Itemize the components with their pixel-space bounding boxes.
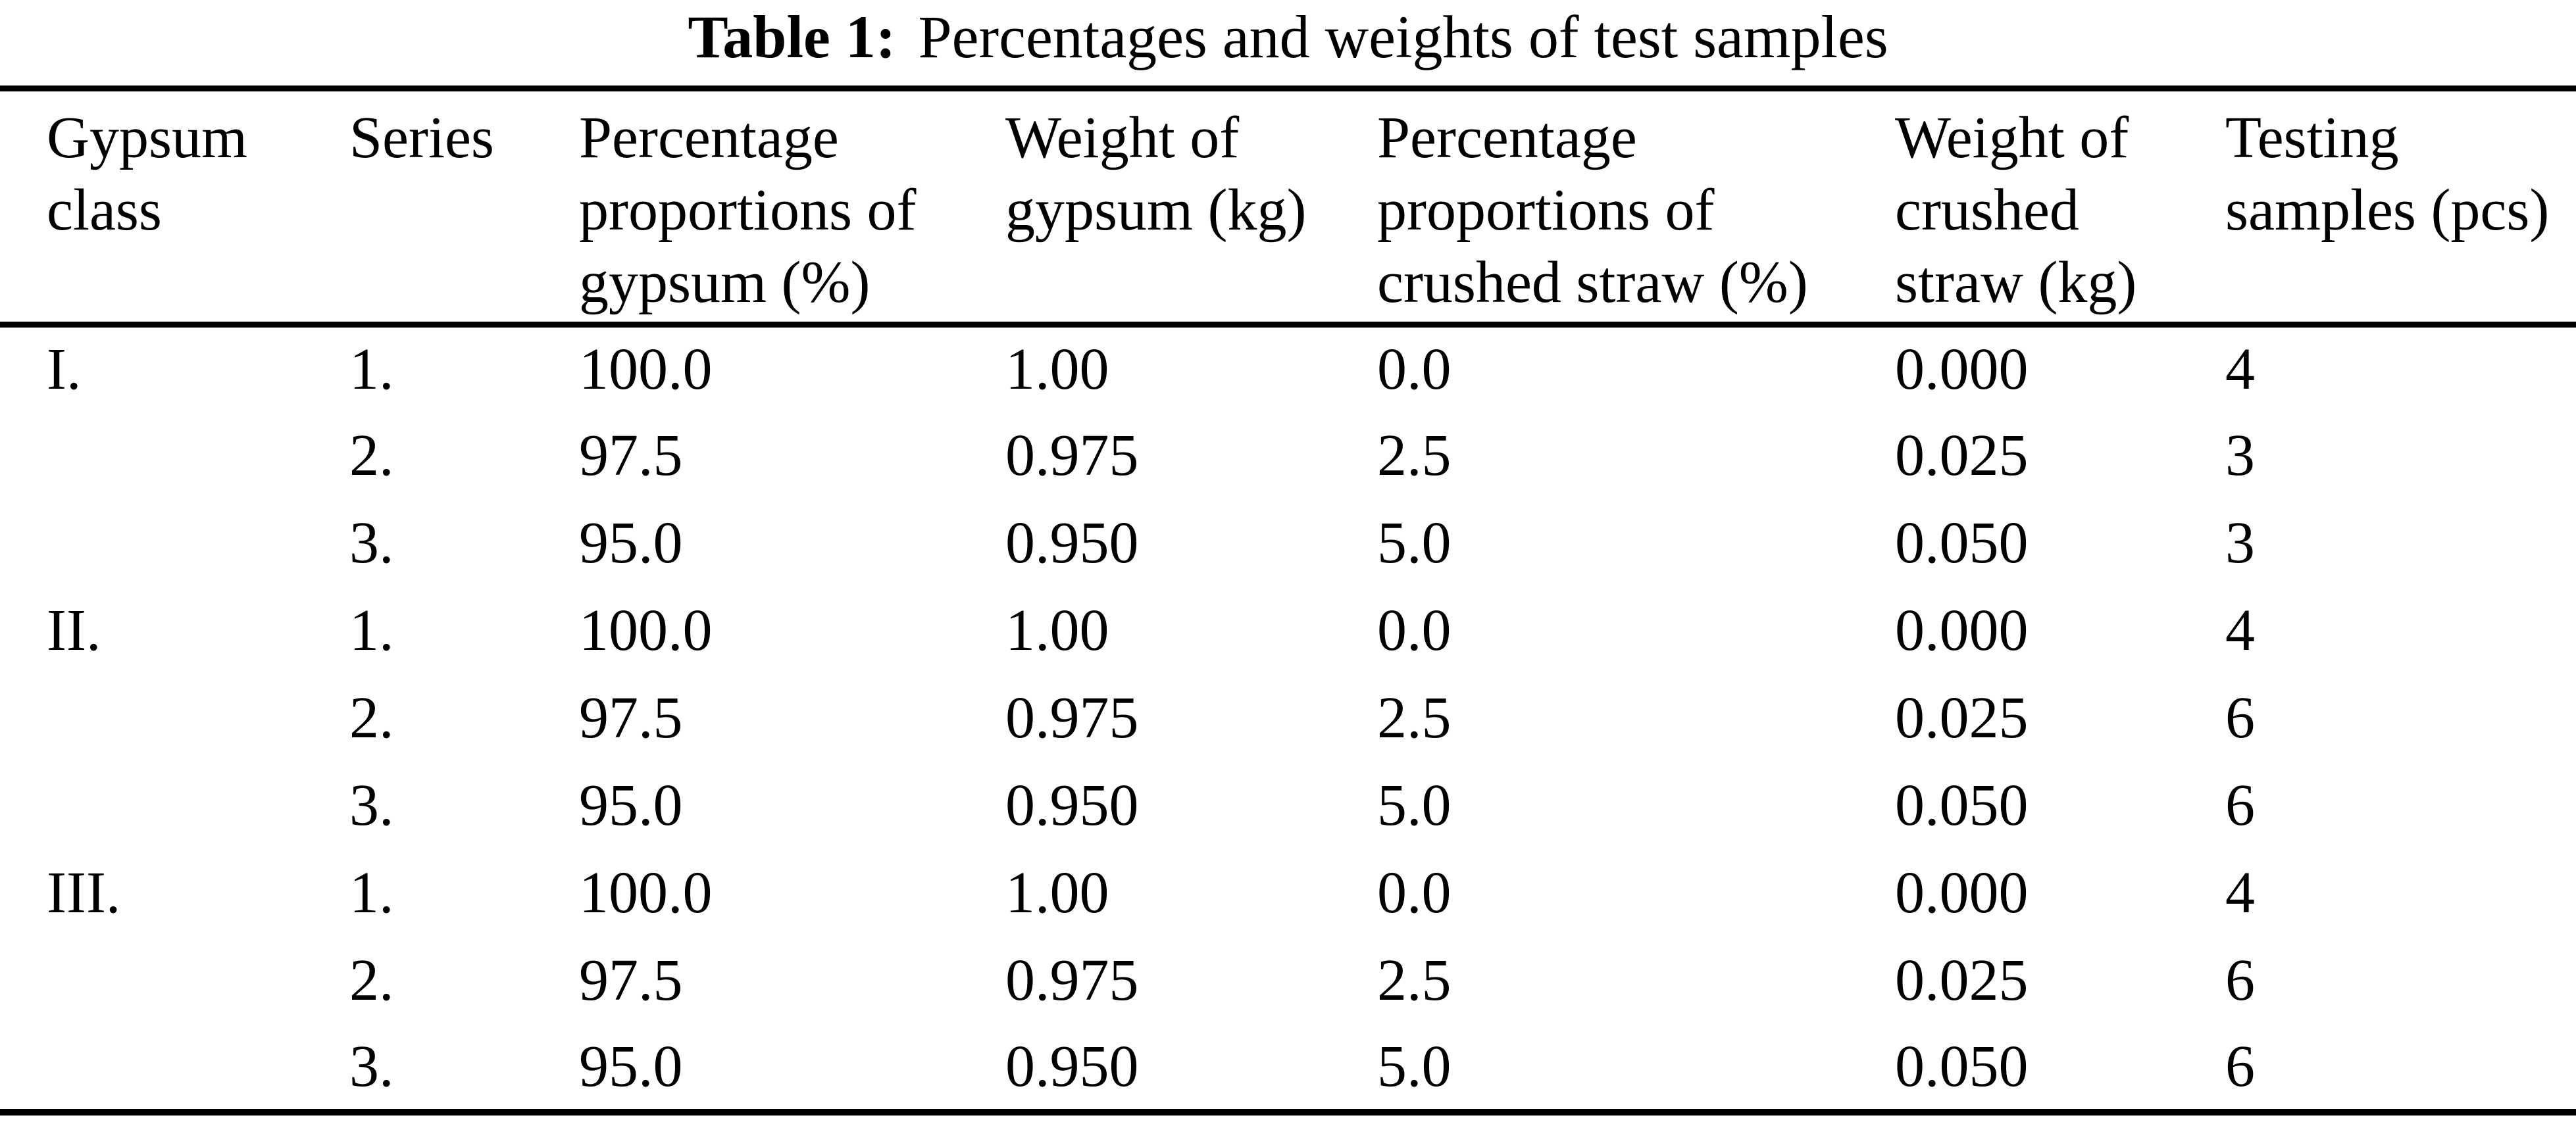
table-cell: 4 (2225, 337, 2255, 403)
table-cell (0, 500, 349, 587)
table-cell: 5.0 (1377, 1033, 1452, 1099)
header-row: Gypsum class Series Percentage proportio… (0, 89, 2576, 325)
table-row: I. 1. 100.0 1.00 0.0 0.000 4 (0, 325, 2576, 412)
table-cell: 0.975 (1005, 685, 1139, 750)
table-cell (0, 675, 349, 762)
table-cell: 0.000 (1895, 598, 2029, 663)
table-cell: 1. (349, 860, 394, 925)
table-cell (0, 1025, 349, 1112)
table-cell: 97.5 (579, 423, 683, 488)
table-cell: 1. (349, 598, 394, 663)
table-cell: 0.950 (1005, 773, 1139, 838)
table-cell: 6 (2225, 685, 2255, 750)
table-cell: 6 (2225, 1033, 2255, 1099)
table-cell: 2. (349, 685, 394, 750)
table-cell: 0.0 (1377, 337, 1452, 403)
table-cell: II. (47, 598, 101, 663)
table-cell: 2. (349, 423, 394, 488)
table-cell: 0.025 (1895, 685, 2029, 750)
table-cell: 95.0 (579, 773, 683, 838)
table-cell: 1. (349, 337, 394, 403)
table-cell: 100.0 (579, 598, 713, 663)
table-cell: 95.0 (579, 510, 683, 576)
column-header-pct-straw: Percentage proportions of crushed straw … (1377, 105, 1808, 315)
table-cell: 0.0 (1377, 598, 1452, 663)
table-cell: 0.950 (1005, 1033, 1139, 1099)
table-cell: 0.000 (1895, 337, 2029, 403)
table-cell: 2.5 (1377, 948, 1452, 1013)
table-cell: 5.0 (1377, 773, 1452, 838)
table-cell (0, 412, 349, 500)
column-header-gypsum-class: Gypsum class (47, 105, 248, 243)
table-cell: 3. (349, 510, 394, 576)
table-row: 3. 95.0 0.950 5.0 0.050 6 (0, 762, 2576, 850)
column-header-testing-samples: Testing samples (pcs) (2225, 105, 2550, 243)
table-cell: 0.050 (1895, 510, 2029, 576)
table-cell: 0.975 (1005, 948, 1139, 1013)
table-cell: 1.00 (1005, 598, 1109, 663)
column-header-weight-gypsum: Weight of gypsum (kg) (1005, 105, 1307, 243)
table-row: II. 1. 100.0 1.00 0.0 0.000 4 (0, 587, 2576, 675)
table-cell: 2.5 (1377, 685, 1452, 750)
table-cell: 6 (2225, 773, 2255, 838)
table-cell: 100.0 (579, 337, 713, 403)
table-cell: 3 (2225, 423, 2255, 488)
table-cell: III. (47, 860, 121, 925)
table-cell: 97.5 (579, 948, 683, 1013)
table-cell: 1.00 (1005, 860, 1109, 925)
column-header-weight-straw: Weight of crushed straw (kg) (1895, 105, 2137, 315)
table-cell: 0.025 (1895, 948, 2029, 1013)
table-cell: 0.0 (1377, 860, 1452, 925)
table-cell: 5.0 (1377, 510, 1452, 576)
table-cell: 97.5 (579, 685, 683, 750)
table-caption: Table 1: Percentages and weights of test … (0, 0, 2576, 86)
table-cell: 4 (2225, 598, 2255, 663)
table-cell: 0.975 (1005, 423, 1139, 488)
table-cell: 0.050 (1895, 1033, 2029, 1099)
table-row: 2. 97.5 0.975 2.5 0.025 6 (0, 675, 2576, 762)
table-cell (0, 937, 349, 1025)
table-cell: 100.0 (579, 860, 713, 925)
table-cell: 0.000 (1895, 860, 2029, 925)
table-row: 2. 97.5 0.975 2.5 0.025 6 (0, 937, 2576, 1025)
table-cell: 3. (349, 1033, 394, 1099)
table-row: 2. 97.5 0.975 2.5 0.025 3 (0, 412, 2576, 500)
table-cell: 2. (349, 948, 394, 1013)
table-cell: I. (47, 337, 82, 403)
table-caption-label: Table 1: (688, 3, 896, 70)
column-header-pct-gypsum: Percentage proportions of gypsum (%) (579, 105, 917, 315)
table-cell: 0.050 (1895, 773, 2029, 838)
table-row: 3. 95.0 0.950 5.0 0.050 6 (0, 1025, 2576, 1112)
table-cell: 0.025 (1895, 423, 2029, 488)
table-cell: 2.5 (1377, 423, 1452, 488)
table-caption-text: Percentages and weights of test samples (918, 3, 1888, 70)
samples-table: Gypsum class Series Percentage proportio… (0, 86, 2576, 1116)
table-cell (0, 762, 349, 850)
table-cell: 0.950 (1005, 510, 1139, 576)
table-row: 3. 95.0 0.950 5.0 0.050 3 (0, 500, 2576, 587)
table-cell: 3. (349, 773, 394, 838)
table-cell: 3 (2225, 510, 2255, 576)
table-cell: 1.00 (1005, 337, 1109, 403)
table-row: III. 1. 100.0 1.00 0.0 0.000 4 (0, 850, 2576, 937)
table-cell: 95.0 (579, 1033, 683, 1099)
column-header-series: Series (349, 105, 494, 170)
table-cell: 4 (2225, 860, 2255, 925)
table-cell: 6 (2225, 948, 2255, 1013)
